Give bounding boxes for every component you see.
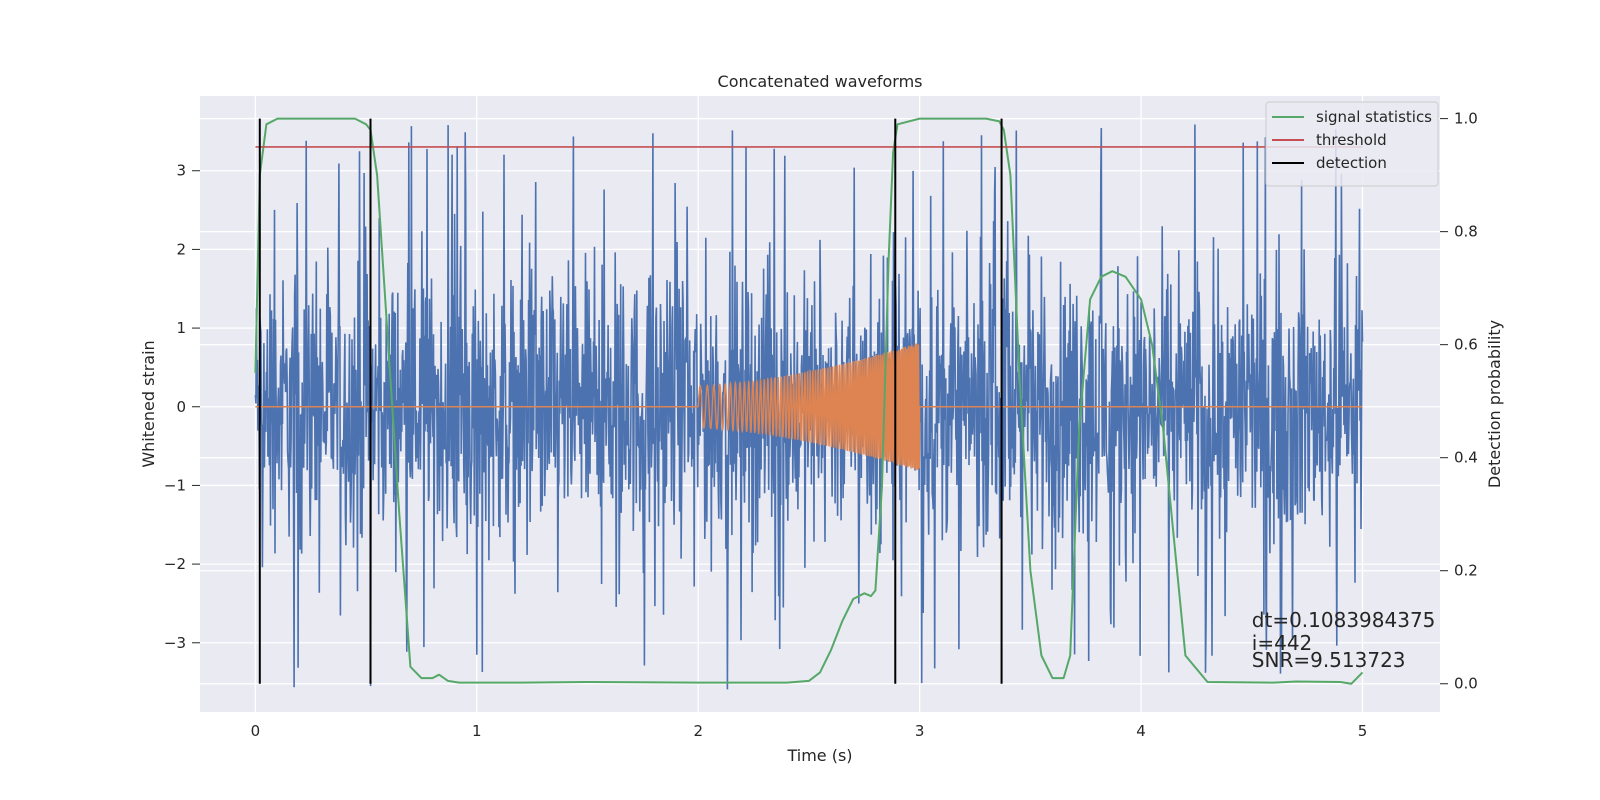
- annotation-text: i=442: [1252, 631, 1313, 655]
- y-axis-label-left: Whitened strain: [139, 340, 158, 467]
- y-tick-label-left: −2: [164, 555, 186, 573]
- series-layer: [254, 117, 1364, 690]
- legend-label: threshold: [1316, 131, 1387, 149]
- y-tick-label-right: 1.0: [1454, 110, 1478, 128]
- y-tick-label-left: 0: [176, 398, 186, 416]
- signal-statistics-line: [254, 117, 1364, 685]
- y-tick-label-right: 0.8: [1454, 223, 1478, 241]
- clipped-series: [254, 117, 1364, 690]
- legend: signal statistics threshold detection: [1265, 101, 1439, 187]
- annotation-text: SNR=9.513723: [1252, 648, 1406, 672]
- y-tick-label-left: 1: [176, 319, 186, 337]
- annotation-text: dt=0.1083984375: [1252, 608, 1436, 632]
- x-tick-label: 1: [472, 722, 482, 740]
- y-tick-label-left: 2: [176, 240, 186, 258]
- x-axis-label: Time (s): [786, 746, 852, 765]
- y-tick-label-right: 0.6: [1454, 336, 1478, 354]
- x-tick-label: 2: [693, 722, 703, 740]
- y-tick-label-right: 0.0: [1454, 675, 1478, 693]
- x-tick-label: 5: [1358, 722, 1368, 740]
- y-tick-label-left: −1: [164, 476, 186, 494]
- y-tick-label-right: 0.4: [1454, 449, 1478, 467]
- x-tick-label: 4: [1136, 722, 1146, 740]
- x-tick-label: 3: [915, 722, 925, 740]
- y-tick-label-right: 0.2: [1454, 562, 1478, 580]
- y-tick-label-left: 3: [176, 162, 186, 180]
- noise-series-line: [254, 124, 1364, 690]
- chart-title: Concatenated waveforms: [718, 72, 923, 91]
- legend-label: signal statistics: [1316, 108, 1432, 126]
- legend-label: detection: [1316, 154, 1387, 172]
- y-tick-label-left: −3: [164, 634, 186, 652]
- ticks: 0 1 2 3 4 5 −3 −2 −1 0 1 2 3 0.0 0.2 0.4 0.6 0.8 1.0: [164, 110, 1478, 740]
- legend-box: [1265, 101, 1439, 187]
- y-axis-label-right: Detection probability: [1485, 320, 1504, 488]
- x-tick-label: 0: [251, 722, 261, 740]
